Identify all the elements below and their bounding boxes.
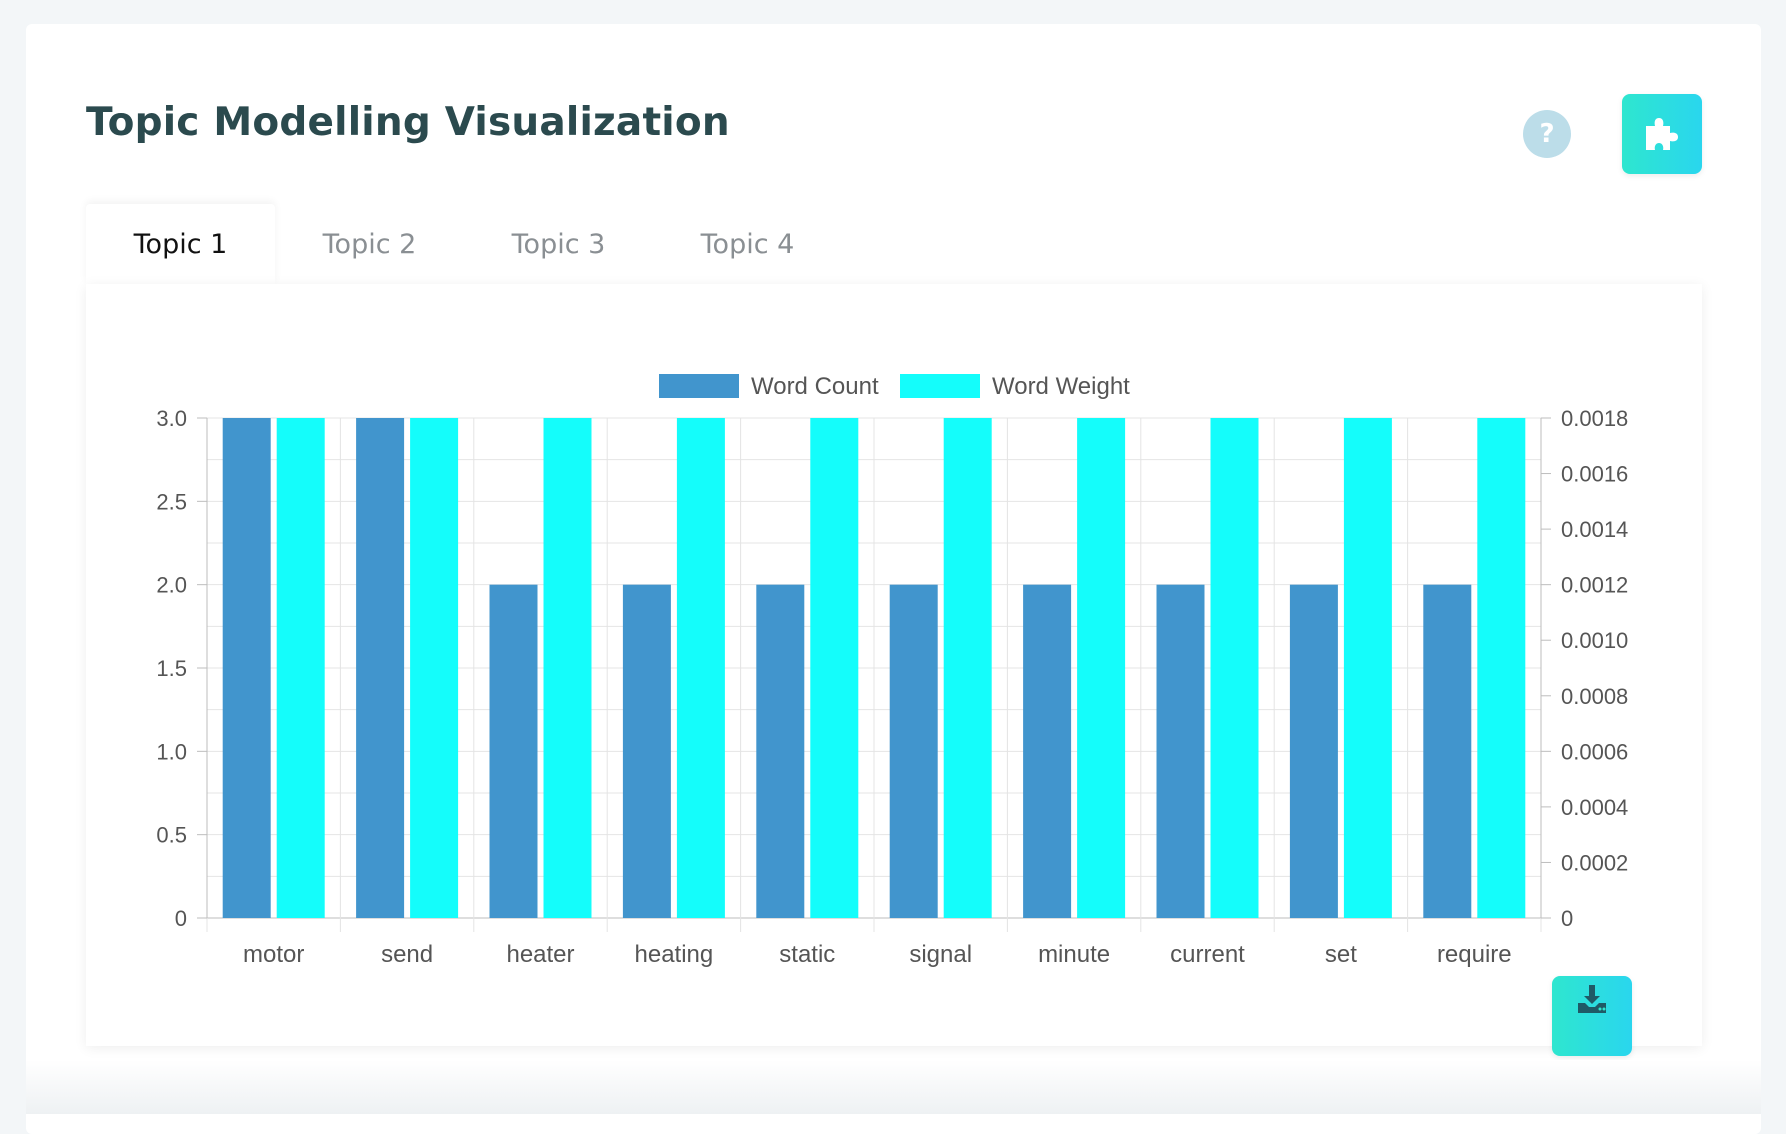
- y-right-tick-label: 0.0006: [1561, 739, 1628, 764]
- y-left-tick-label: 0: [175, 906, 187, 931]
- y-right-tick-label: 0.0010: [1561, 628, 1628, 653]
- bar-word-count[interactable]: [222, 418, 271, 918]
- bar-word-weight[interactable]: [1477, 418, 1526, 918]
- tab-topic-4[interactable]: Topic 4: [700, 228, 795, 260]
- topic-tabs: Topic 1 Topic 2 Topic 3 Topic 4: [86, 204, 842, 284]
- bar-word-count[interactable]: [756, 584, 805, 918]
- y-right-tick-label: 0.0014: [1561, 517, 1628, 542]
- x-tick-label: heater: [506, 941, 574, 968]
- y-left-tick-label: 2.5: [156, 489, 187, 514]
- x-tick-label: require: [1437, 941, 1512, 968]
- y-left-tick-label: 2.0: [156, 573, 187, 598]
- x-tick-label: set: [1325, 941, 1357, 968]
- bar-word-weight[interactable]: [1343, 418, 1392, 918]
- y-left-tick-label: 1.0: [156, 739, 187, 764]
- bar-word-weight[interactable]: [276, 418, 325, 918]
- download-button[interactable]: [1552, 976, 1632, 1056]
- x-tick-label: current: [1170, 941, 1245, 968]
- question-icon: ?: [1539, 119, 1555, 149]
- tab-topic-1[interactable]: Topic 1: [86, 204, 275, 284]
- bar-word-weight[interactable]: [410, 418, 459, 918]
- plugin-button[interactable]: [1622, 94, 1702, 174]
- bar-word-weight[interactable]: [810, 418, 859, 918]
- y-right-tick-label: 0: [1561, 906, 1573, 931]
- bar-word-weight[interactable]: [676, 418, 725, 918]
- y-right-tick-label: 0.0004: [1561, 795, 1628, 820]
- legend-label[interactable]: Word Weight: [992, 373, 1130, 400]
- bar-word-weight[interactable]: [1210, 418, 1259, 918]
- y-left-tick-label: 1.5: [156, 656, 187, 681]
- y-right-tick-label: 0.0008: [1561, 684, 1628, 709]
- x-tick-label: heating: [635, 941, 714, 968]
- puzzle-piece-icon: [1646, 118, 1678, 150]
- legend-label[interactable]: Word Count: [751, 373, 879, 400]
- y-right-tick-label: 0.0012: [1561, 573, 1628, 598]
- y-left-tick-label: 0.5: [156, 823, 187, 848]
- download-icon: [1578, 985, 1606, 1013]
- tab-topic-3[interactable]: Topic 3: [511, 228, 606, 260]
- y-right-tick-label: 0.0002: [1561, 850, 1628, 875]
- bar-word-count[interactable]: [622, 584, 671, 918]
- legend-swatch[interactable]: [900, 374, 980, 398]
- bar-word-weight[interactable]: [543, 418, 592, 918]
- x-tick-label: send: [381, 941, 433, 968]
- bar-chart: motor send heater heating static signal minute…: [156, 373, 1628, 968]
- bar-word-weight[interactable]: [1077, 418, 1126, 918]
- x-tick-label: minute: [1038, 941, 1110, 968]
- bar-word-count[interactable]: [356, 418, 405, 918]
- chart-panel: motor send heater heating static signal minute…: [86, 284, 1702, 1046]
- page-bottom-fade: [26, 1060, 1761, 1114]
- bar-word-count[interactable]: [1023, 584, 1072, 918]
- bar-word-count[interactable]: [1289, 584, 1338, 918]
- bar-word-weight[interactable]: [943, 418, 992, 918]
- bar-word-count[interactable]: [1423, 584, 1472, 918]
- x-tick-label: static: [779, 941, 835, 968]
- bar-word-count[interactable]: [489, 584, 538, 918]
- y-right-tick-label: 0.0016: [1561, 462, 1628, 487]
- bar-word-count[interactable]: [1156, 584, 1205, 918]
- x-tick-label: signal: [909, 941, 972, 968]
- help-button[interactable]: ?: [1523, 110, 1571, 158]
- y-left-tick-label: 3.0: [156, 406, 187, 431]
- bar-word-count[interactable]: [889, 584, 938, 918]
- page-title: Topic Modelling Visualization: [86, 100, 730, 145]
- tab-topic-2[interactable]: Topic 2: [322, 228, 417, 260]
- x-tick-label: motor: [243, 941, 304, 968]
- legend-swatch[interactable]: [659, 374, 739, 398]
- y-right-tick-label: 0.0018: [1561, 406, 1628, 431]
